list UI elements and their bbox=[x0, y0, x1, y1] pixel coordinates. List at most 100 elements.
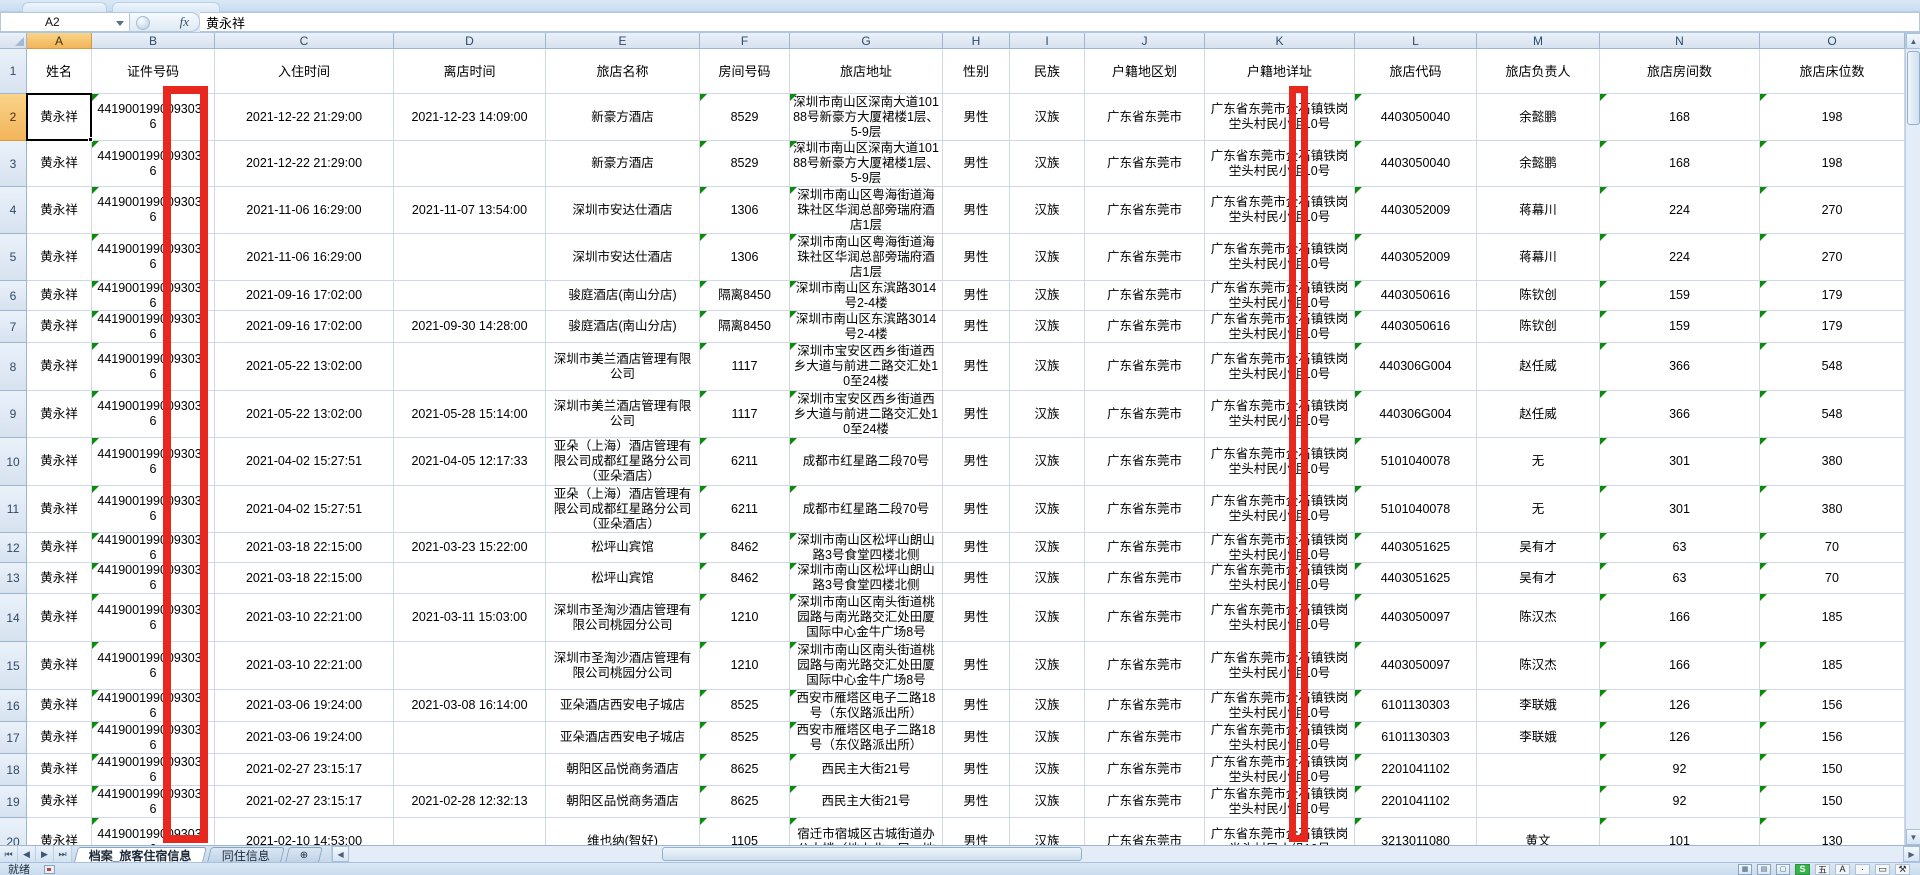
cell-M5[interactable]: 蒋幕川 bbox=[1477, 234, 1600, 281]
cell-M6[interactable]: 陈钦创 bbox=[1477, 281, 1600, 311]
cell-F6[interactable]: 隔离8450 bbox=[700, 281, 790, 311]
row-header-1[interactable]: 1 bbox=[0, 49, 27, 94]
cell-M2[interactable]: 余懿鹏 bbox=[1477, 94, 1600, 141]
cell-I17[interactable]: 汉族 bbox=[1010, 722, 1085, 754]
cell-L12[interactable]: 4403051625 bbox=[1355, 533, 1477, 563]
cell-N19[interactable]: 92 bbox=[1600, 786, 1760, 818]
cell-A7[interactable]: 黄永祥 bbox=[27, 311, 92, 343]
cell-O15[interactable]: 185 bbox=[1760, 642, 1905, 690]
cell-D14[interactable]: 2021-03-11 15:03:00 bbox=[394, 594, 546, 642]
cell-A15[interactable]: 黄永祥 bbox=[27, 642, 92, 690]
cell-M16[interactable]: 李联娥 bbox=[1477, 690, 1600, 722]
cell-B20[interactable]: 44190019900930376 bbox=[92, 818, 215, 845]
row-header-8[interactable]: 8 bbox=[0, 343, 27, 391]
cell-J11[interactable]: 广东省东莞市 bbox=[1085, 486, 1205, 533]
cell-F3[interactable]: 8529 bbox=[700, 141, 790, 187]
cell-F19[interactable]: 8625 bbox=[700, 786, 790, 818]
cell-C2[interactable]: 2021-12-22 21:29:00 bbox=[215, 94, 394, 141]
formula-input[interactable]: 黄永祥 bbox=[200, 12, 1920, 32]
cell-F13[interactable]: 8462 bbox=[700, 563, 790, 594]
cell-B17[interactable]: 44190019900930376 bbox=[92, 722, 215, 754]
cell-M15[interactable]: 陈汉杰 bbox=[1477, 642, 1600, 690]
column-header-D[interactable]: D bbox=[394, 33, 546, 49]
cell-M20[interactable]: 黄文 bbox=[1477, 818, 1600, 845]
cell-A4[interactable]: 黄永祥 bbox=[27, 187, 92, 234]
cell-C15[interactable]: 2021-03-10 22:21:00 bbox=[215, 642, 394, 690]
cell-L7[interactable]: 4403050616 bbox=[1355, 311, 1477, 343]
cell-A20[interactable]: 黄永祥 bbox=[27, 818, 92, 845]
cell-O11[interactable]: 380 bbox=[1760, 486, 1905, 533]
cell-F20[interactable]: 1105 bbox=[700, 818, 790, 845]
cell-M4[interactable]: 蒋幕川 bbox=[1477, 187, 1600, 234]
cell-M7[interactable]: 陈钦创 bbox=[1477, 311, 1600, 343]
row-header-11[interactable]: 11 bbox=[0, 486, 27, 533]
cell-K11[interactable]: 广东省东莞市企石镇铁岗坣头村民小组10号 bbox=[1205, 486, 1355, 533]
cell-A8[interactable]: 黄永祥 bbox=[27, 343, 92, 391]
cell-B9[interactable]: 44190019900930376 bbox=[92, 391, 215, 438]
cell-K4[interactable]: 广东省东莞市企石镇铁岗坣头村民小组10号 bbox=[1205, 187, 1355, 234]
cell-E4[interactable]: 深圳市安达仕酒店 bbox=[546, 187, 700, 234]
cell-B2[interactable]: 44190019900930376 bbox=[92, 94, 215, 141]
cell-E19[interactable]: 朝阳区品悦商务酒店 bbox=[546, 786, 700, 818]
row-header-13[interactable]: 13 bbox=[0, 563, 27, 594]
cell-G17[interactable]: 西安市雁塔区电子二路18号（东仪路派出所） bbox=[790, 722, 943, 754]
cell-N3[interactable]: 168 bbox=[1600, 141, 1760, 187]
cell-D2[interactable]: 2021-12-23 14:09:00 bbox=[394, 94, 546, 141]
cell-L9[interactable]: 440306G004 bbox=[1355, 391, 1477, 438]
cell-J5[interactable]: 广东省东莞市 bbox=[1085, 234, 1205, 281]
cell-B4[interactable]: 44190019900930376 bbox=[92, 187, 215, 234]
cell-C6[interactable]: 2021-09-16 17:02:00 bbox=[215, 281, 394, 311]
header-cell-L[interactable]: 旅店代码 bbox=[1355, 49, 1477, 94]
cell-N15[interactable]: 166 bbox=[1600, 642, 1760, 690]
cell-D5[interactable] bbox=[394, 234, 546, 281]
insert-function-area[interactable]: fx bbox=[130, 12, 200, 32]
column-header-I[interactable]: I bbox=[1010, 33, 1085, 49]
cell-O2[interactable]: 198 bbox=[1760, 94, 1905, 141]
cell-O18[interactable]: 150 bbox=[1760, 754, 1905, 786]
cell-L10[interactable]: 5101040078 bbox=[1355, 438, 1477, 486]
cell-J3[interactable]: 广东省东莞市 bbox=[1085, 141, 1205, 187]
cell-C19[interactable]: 2021-02-27 23:15:17 bbox=[215, 786, 394, 818]
column-header-G[interactable]: G bbox=[790, 33, 943, 49]
cell-H13[interactable]: 男性 bbox=[943, 563, 1010, 594]
cell-L17[interactable]: 6101130303 bbox=[1355, 722, 1477, 754]
row-header-7[interactable]: 7 bbox=[0, 311, 27, 343]
cell-C17[interactable]: 2021-03-06 19:24:00 bbox=[215, 722, 394, 754]
cell-K20[interactable]: 广东省东莞市企石镇铁岗坣头村民小组10号 bbox=[1205, 818, 1355, 845]
cell-L4[interactable]: 4403052009 bbox=[1355, 187, 1477, 234]
cell-J17[interactable]: 广东省东莞市 bbox=[1085, 722, 1205, 754]
cell-F17[interactable]: 8525 bbox=[700, 722, 790, 754]
cell-F5[interactable]: 1306 bbox=[700, 234, 790, 281]
cell-E17[interactable]: 亚朵酒店西安电子城店 bbox=[546, 722, 700, 754]
cell-L6[interactable]: 4403050616 bbox=[1355, 281, 1477, 311]
cell-K17[interactable]: 广东省东莞市企石镇铁岗坣头村民小组10号 bbox=[1205, 722, 1355, 754]
scroll-left-button[interactable]: ◀ bbox=[332, 846, 350, 862]
cell-M9[interactable]: 赵任威 bbox=[1477, 391, 1600, 438]
cell-N9[interactable]: 366 bbox=[1600, 391, 1760, 438]
cell-I18[interactable]: 汉族 bbox=[1010, 754, 1085, 786]
next-sheet-button[interactable]: ▶ bbox=[36, 846, 54, 862]
cell-D13[interactable] bbox=[394, 563, 546, 594]
cell-L16[interactable]: 6101130303 bbox=[1355, 690, 1477, 722]
cell-N13[interactable]: 63 bbox=[1600, 563, 1760, 594]
cell-E14[interactable]: 深圳市圣淘沙酒店管理有限公司桃园分公司 bbox=[546, 594, 700, 642]
cell-G7[interactable]: 深圳市南山区东滨路3014号2-4楼 bbox=[790, 311, 943, 343]
cell-O6[interactable]: 179 bbox=[1760, 281, 1905, 311]
ime-wubi-icon[interactable]: 五 bbox=[1815, 863, 1830, 875]
cell-G8[interactable]: 深圳市宝安区西乡街道西乡大道与前进二路交汇处10至24楼 bbox=[790, 343, 943, 391]
cell-N11[interactable]: 301 bbox=[1600, 486, 1760, 533]
cell-J10[interactable]: 广东省东莞市 bbox=[1085, 438, 1205, 486]
cell-G4[interactable]: 深圳市南山区粤海街道海珠社区华润总部旁瑞府酒店1层 bbox=[790, 187, 943, 234]
cell-I12[interactable]: 汉族 bbox=[1010, 533, 1085, 563]
cell-E15[interactable]: 深圳市圣淘沙酒店管理有限公司桃园分公司 bbox=[546, 642, 700, 690]
vertical-scrollbar[interactable]: ▲ ▼ bbox=[1905, 33, 1920, 845]
cell-G18[interactable]: 西民主大街21号 bbox=[790, 754, 943, 786]
cell-I19[interactable]: 汉族 bbox=[1010, 786, 1085, 818]
cell-B13[interactable]: 44190019900930376 bbox=[92, 563, 215, 594]
row-header-4[interactable]: 4 bbox=[0, 187, 27, 234]
row-header-14[interactable]: 14 bbox=[0, 594, 27, 642]
cell-A5[interactable]: 黄永祥 bbox=[27, 234, 92, 281]
cell-B14[interactable]: 44190019900930376 bbox=[92, 594, 215, 642]
cell-I10[interactable]: 汉族 bbox=[1010, 438, 1085, 486]
row-header-15[interactable]: 15 bbox=[0, 642, 27, 690]
